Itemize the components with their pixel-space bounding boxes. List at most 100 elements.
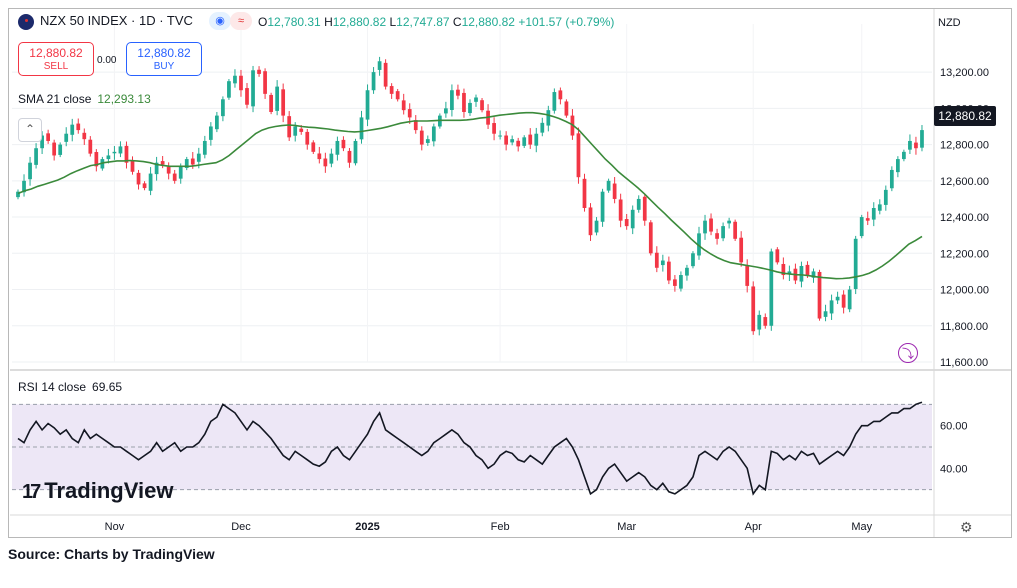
settings-gear-icon[interactable]: ⚙ [960,519,973,535]
candle-body [16,191,20,198]
candle-body [389,86,394,94]
candle-body [474,97,478,102]
candle-body [208,126,213,140]
candle-body [118,146,123,154]
rsi-tick-label: 60.00 [940,421,968,433]
candle-body [552,92,557,111]
candle-body [920,130,924,148]
candle-body [413,120,418,131]
price-tick-label: 12,000.00 [940,285,989,297]
candle-body [666,261,671,281]
time-tick-label: Dec [231,521,251,533]
candle-body [564,101,569,116]
sell-button[interactable]: 12,880.82 SELL [18,42,94,76]
alert-wave-icon[interactable]: ≈ [230,12,252,30]
candle-body [22,180,26,193]
candle-body [636,198,641,210]
candle-body [347,150,352,163]
candle-body [679,275,683,289]
candle-body [715,233,719,239]
time-tick-label: Feb [491,521,510,533]
candle-body [522,137,527,146]
candle-body [594,220,599,233]
candle-body [257,69,261,74]
candle-body [606,180,611,191]
collapse-legend-icon[interactable]: ⌃ [18,118,42,142]
candle-body [431,126,436,142]
candle-body [703,220,707,234]
candle-body [871,208,876,220]
candle-body [124,145,129,163]
candle-body [178,166,183,179]
candle-body [46,133,51,141]
candle-body [450,90,454,110]
eye-icon[interactable]: ◉ [209,12,231,30]
candle-body [462,92,466,112]
candle-body [709,218,713,232]
candle-body [52,142,57,156]
candle-body [847,289,852,310]
rsi-value: 69.65 [92,380,123,394]
candle-body [40,135,44,149]
price-tick-label: 12,400.00 [940,212,989,224]
ohlc-open: 12,780.31 [267,15,321,29]
rsi-legend[interactable]: RSI 14 close 69.65 [18,380,123,394]
candle-body [546,110,551,126]
candle-body [419,130,424,145]
candle-body [805,264,810,276]
candle-body [588,207,593,236]
candle-body [660,260,665,266]
candle-body [323,158,328,167]
candle-body [673,279,677,286]
candle-body [335,140,340,155]
candle-body [365,90,370,120]
candle-body [239,75,243,91]
candle-body [136,172,141,185]
candle-body [685,267,689,276]
candle-body [745,265,750,286]
candle-body [233,75,237,84]
candle-body [763,317,768,326]
candle-body [269,94,273,112]
time-tick-label: Apr [745,521,762,533]
candle-body [739,237,744,263]
candle-body [781,263,786,276]
tradingview-logo[interactable]: 17 TradingView [22,478,174,503]
candle-body [769,251,774,326]
candle-body [317,153,322,160]
candle-body [82,132,87,140]
lightning-icon[interactable]: ⤵ [898,343,918,363]
spread-value: 0.00 [97,55,117,66]
candle-body [401,100,406,111]
symbol-title[interactable]: NZX 50 INDEX · 1D · TVC [40,13,193,28]
candle-body [829,300,834,314]
candle-body [184,159,189,168]
buy-button[interactable]: 12,880.82 BUY [126,42,202,76]
candle-body [534,133,539,146]
candle-body [691,253,695,267]
sell-label: SELL [43,61,69,72]
candle-body [612,183,617,199]
buy-price: 12,880.82 [137,46,191,60]
candle-body [154,162,159,175]
candle-body [383,62,388,87]
candle-body [468,102,472,114]
candle-body [721,226,725,239]
candle-body [371,72,376,91]
candle-body [733,221,738,239]
time-tick-label: May [851,521,872,533]
candle-body [190,158,195,165]
candle-body [341,139,346,149]
candle-body [196,153,201,162]
candle-body [70,124,75,135]
candle-body [245,88,249,105]
candle-body [576,133,581,178]
time-tick-label: Mar [617,521,636,533]
candle-body [648,222,653,254]
candle-body [263,71,267,94]
candle-body [757,314,762,330]
rsi-band [12,404,932,490]
sma-legend[interactable]: SMA 21 close 12,293.13 [18,92,151,106]
candle-body [624,219,629,227]
candle-body [64,133,69,142]
